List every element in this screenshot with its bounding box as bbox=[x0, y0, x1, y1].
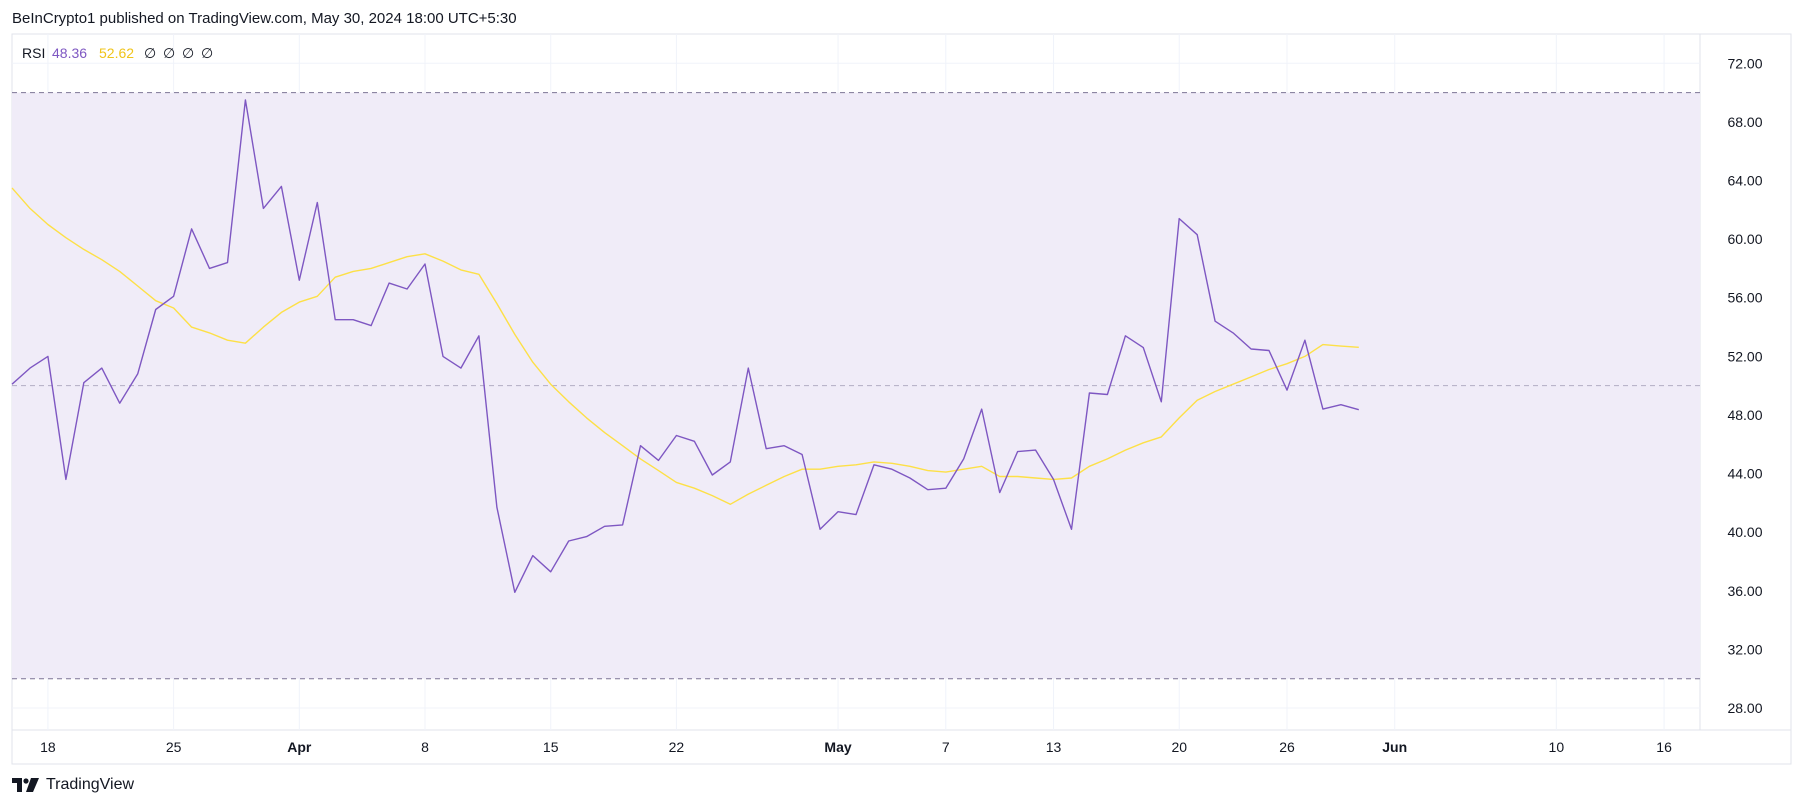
legend-ma-value: 52.62 bbox=[99, 45, 134, 61]
legend-indicator-name: RSI bbox=[22, 45, 45, 61]
x-tick-label: May bbox=[824, 739, 851, 755]
y-tick-label: 40.00 bbox=[1727, 524, 1762, 540]
y-tick-label: 52.00 bbox=[1727, 348, 1762, 364]
x-tick-label: 18 bbox=[40, 739, 56, 755]
tradingview-wordmark: TradingView bbox=[46, 776, 135, 793]
x-tick-label: 10 bbox=[1549, 739, 1565, 755]
y-tick-label: 28.00 bbox=[1727, 700, 1762, 716]
y-tick-label: 64.00 bbox=[1727, 173, 1762, 189]
x-tick-label: 13 bbox=[1046, 739, 1062, 755]
tradingview-logo-icon bbox=[12, 778, 39, 792]
x-tick-label: 8 bbox=[421, 739, 429, 755]
x-tick-label: 16 bbox=[1656, 739, 1672, 755]
y-tick-label: 56.00 bbox=[1727, 290, 1762, 306]
y-tick-label: 32.00 bbox=[1727, 641, 1762, 657]
x-tick-label: Apr bbox=[287, 739, 312, 755]
tradingview-branding[interactable]: TradingView bbox=[12, 776, 134, 794]
rsi-ma-line bbox=[11, 187, 1359, 505]
legend-empty-4: ∅ bbox=[201, 45, 213, 61]
rsi-line bbox=[11, 99, 1359, 593]
x-tick-label: 7 bbox=[942, 739, 950, 755]
legend-empty-2: ∅ bbox=[163, 45, 175, 61]
x-tick-label: 15 bbox=[543, 739, 559, 755]
legend-empty-3: ∅ bbox=[182, 45, 194, 61]
y-tick-label: 72.00 bbox=[1727, 55, 1762, 71]
x-tick-label: 26 bbox=[1279, 739, 1295, 755]
legend-empty-1: ∅ bbox=[144, 45, 156, 61]
price-axis: 72.00 68.00 64.00 60.00 56.00 52.00 48.00 44.00… bbox=[1727, 55, 1762, 716]
indicator-legend[interactable]: RSI 48.36 52.62 ∅ ∅ ∅ ∅ bbox=[22, 45, 213, 61]
legend-rsi-value: 48.36 bbox=[52, 45, 87, 61]
publisher-attribution: BeInCrypto1 published on TradingView.com… bbox=[12, 10, 517, 27]
y-tick-label: 36.00 bbox=[1727, 583, 1762, 599]
y-tick-label: 44.00 bbox=[1727, 466, 1762, 482]
x-tick-label: 22 bbox=[669, 739, 685, 755]
series-layer bbox=[11, 99, 1359, 593]
x-tick-label: 20 bbox=[1171, 739, 1187, 755]
x-tick-label: 25 bbox=[166, 739, 182, 755]
x-tick-label: Jun bbox=[1382, 739, 1407, 755]
y-tick-label: 48.00 bbox=[1727, 407, 1762, 423]
time-axis: 18 25 Apr 8 15 22 May 7 13 20 26 Jun 10 16 bbox=[40, 739, 1672, 755]
y-tick-label: 68.00 bbox=[1727, 114, 1762, 130]
rsi-bands bbox=[12, 92, 1700, 680]
y-tick-label: 60.00 bbox=[1727, 231, 1762, 247]
